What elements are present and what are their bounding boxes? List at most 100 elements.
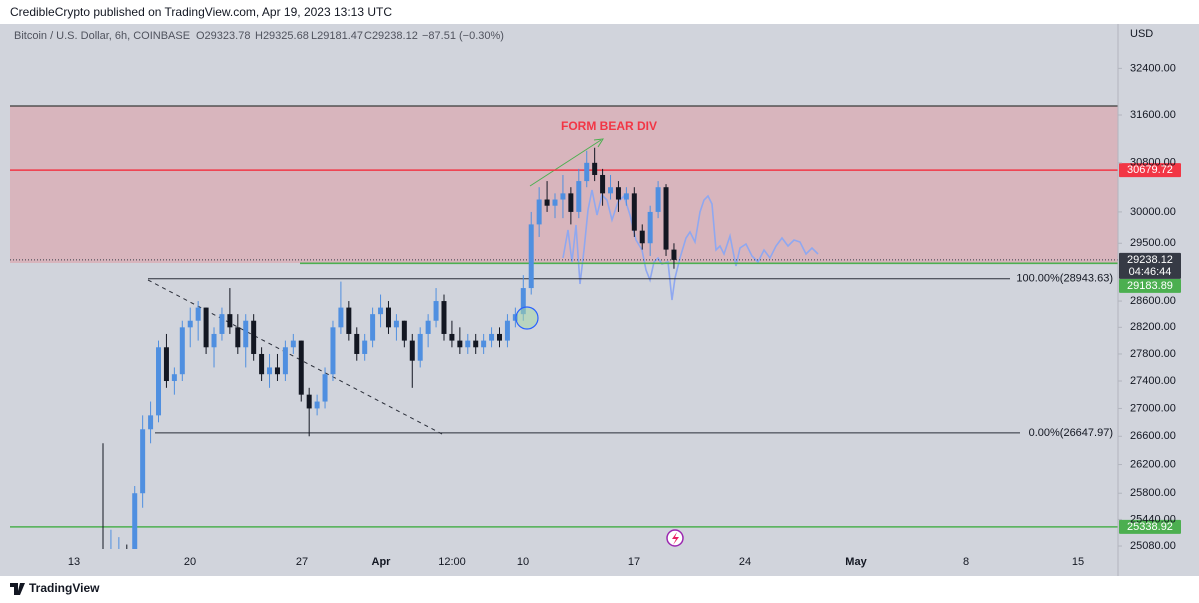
price-badge [1119, 163, 1181, 178]
candle-body [195, 307, 201, 321]
candle-body [338, 307, 344, 328]
candle-body [148, 415, 154, 430]
x-tick-label: 13 [68, 556, 80, 568]
candle-body [378, 307, 384, 315]
y-tick-label: 30000.00 [1130, 206, 1176, 218]
event-icon-bolt [672, 532, 679, 545]
price-badge-label: 29238.12 [1127, 254, 1173, 266]
y-tick-label: 26600.00 [1130, 430, 1176, 442]
candles [102, 147, 677, 549]
footer-background [0, 576, 1199, 603]
tradingview-logo [10, 583, 25, 595]
x-tick-label: Apr [372, 556, 392, 568]
annotation: FORM BEAR DIV [561, 119, 657, 133]
candle-body [512, 314, 518, 321]
y-tick-label: 26200.00 [1130, 458, 1176, 470]
candle-body [171, 374, 177, 382]
candle-body [251, 320, 257, 354]
candle-body [401, 320, 407, 341]
candle-body [465, 340, 471, 348]
legend-change: −87.51 (−0.30%) [422, 30, 504, 42]
y-tick-label: 27800.00 [1130, 348, 1176, 360]
y-tick-label: 28200.00 [1130, 321, 1176, 333]
candle-body [489, 333, 495, 341]
candle-body [528, 224, 534, 289]
y-tick-label: 25080.00 [1130, 540, 1176, 552]
candle-body [663, 187, 669, 250]
candle-body [330, 327, 336, 375]
footer-brand: TradingView [29, 581, 100, 595]
price-badge [1119, 519, 1181, 534]
y-tick-label: 25440.00 [1130, 513, 1176, 525]
candle-body [433, 301, 439, 321]
candle-body [267, 367, 273, 375]
candle-body [560, 193, 566, 200]
candle-body [631, 193, 637, 231]
y-tick-label: 29500.00 [1130, 237, 1176, 249]
candle-body [298, 340, 304, 395]
candle-body [346, 307, 352, 334]
candle-body [647, 211, 653, 244]
candle-body [163, 347, 169, 382]
candle-body [282, 347, 288, 375]
x-tick-label: 27 [296, 556, 308, 568]
candle-body [623, 193, 629, 200]
candle-body [544, 199, 550, 206]
candle-body [576, 181, 582, 212]
candle-body [203, 307, 209, 348]
y-tick-label: 32400.00 [1130, 62, 1176, 74]
candle-body [211, 333, 217, 348]
publish-header: CredibleCrypto published on TradingView.… [10, 5, 392, 19]
legend-low: L29181.47 [311, 30, 363, 42]
price-badge [1119, 252, 1181, 279]
candle-body [140, 429, 146, 494]
projection-path [562, 189, 819, 301]
candle-body [441, 301, 447, 334]
resistance-zone [10, 106, 1118, 263]
candle-body [227, 314, 233, 328]
candle-body [274, 367, 280, 375]
arrow-head [593, 138, 604, 148]
x-tick-label: 8 [963, 556, 969, 568]
x-tick-label: 24 [739, 556, 751, 568]
candle-body [179, 327, 185, 375]
candle-body [370, 314, 376, 341]
candle-body [243, 320, 249, 348]
fib-label: 100.00%(28943.63) [1016, 273, 1113, 285]
price-badge-label: 25338.92 [1127, 521, 1173, 533]
candle-body [132, 493, 138, 549]
candle-body [473, 340, 479, 348]
candle-body [481, 340, 487, 348]
candle-body [235, 327, 241, 348]
countdown-label: 04:46:44 [1129, 266, 1172, 278]
candle-body [314, 401, 320, 409]
candle-body [409, 340, 415, 361]
candle-body [393, 320, 399, 328]
fib-label: 0.00%(26647.97) [1029, 427, 1113, 439]
candle-body [219, 314, 225, 334]
x-tick-label: 12:00 [438, 556, 466, 568]
divergence-arrow [529, 139, 602, 187]
candle-body [497, 333, 502, 341]
x-tick-label: 20 [184, 556, 196, 568]
price-badge [1119, 278, 1181, 293]
candle-body [417, 333, 423, 361]
candle-body [362, 340, 368, 354]
price-badge-label: 30679.72 [1127, 164, 1173, 176]
x-tick-label: May [845, 556, 867, 568]
y-tick-label: 27400.00 [1130, 375, 1176, 387]
candle-body [385, 307, 391, 328]
legend-high: H29325.68 [255, 30, 309, 42]
candle-body [671, 249, 677, 260]
legend-close: C29238.12 [364, 30, 418, 42]
candle-body [425, 320, 431, 334]
x-tick-label: 15 [1072, 556, 1084, 568]
y-tick-label: 30800.00 [1130, 157, 1176, 169]
candle-body [536, 199, 542, 225]
legend-open: O29323.78 [196, 30, 250, 42]
candle-body [457, 340, 463, 348]
y-tick-label: 25800.00 [1130, 487, 1176, 499]
currency-label: USD [1130, 28, 1153, 40]
